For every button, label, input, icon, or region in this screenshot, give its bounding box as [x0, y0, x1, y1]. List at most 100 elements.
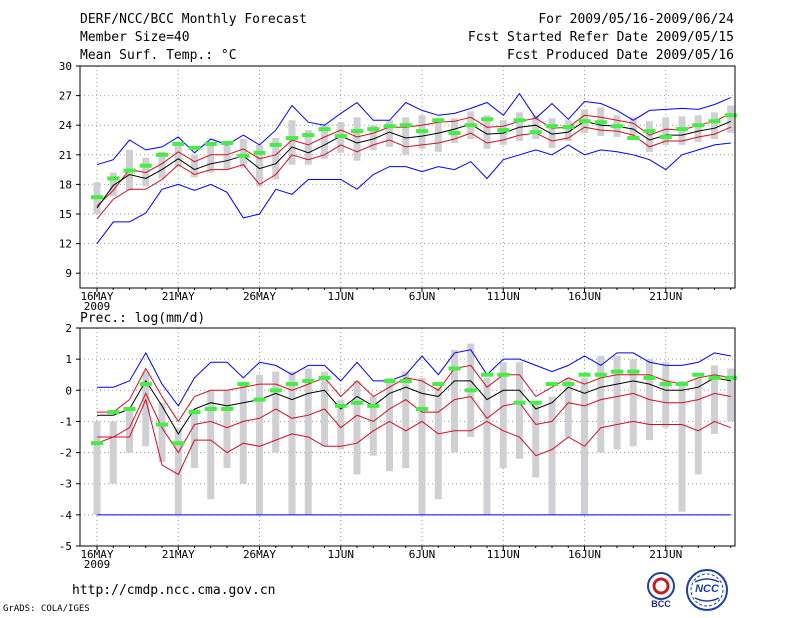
precip-observed-mark	[692, 372, 705, 377]
precip-observed-mark	[91, 441, 103, 446]
temp-observed-mark	[399, 123, 412, 128]
temp-spread-box	[727, 105, 735, 134]
temp-observed-mark	[546, 124, 558, 129]
temp-line-max	[96, 92, 731, 166]
precip-observed-mark	[221, 406, 233, 411]
temp-observed-mark	[221, 140, 233, 145]
precip-y-tick-label: -5	[59, 540, 72, 553]
precip-observed-mark	[351, 400, 363, 405]
precip-observed-mark	[724, 375, 737, 380]
temp-spread-box	[532, 115, 540, 140]
temp-y-tick-label: 21	[59, 149, 72, 162]
temp-observed-mark	[594, 120, 607, 125]
temp-observed-mark	[156, 152, 168, 157]
temp-spread-box	[386, 120, 393, 147]
precip-observed-mark	[383, 378, 396, 383]
temp-observed-mark	[334, 134, 347, 139]
precip-observed-mark	[578, 372, 591, 377]
temp-x-tick-label: 16MAY	[80, 290, 113, 303]
precip-spread-box	[256, 374, 263, 515]
temp-observed-mark	[497, 128, 510, 133]
precip-spread-box	[207, 390, 215, 500]
precip-observed-mark	[643, 375, 656, 380]
precip-spread-box	[386, 377, 393, 472]
temp-y-tick-label: 15	[59, 208, 72, 221]
precip-observed-mark	[123, 406, 136, 411]
precip-spread-box	[191, 408, 198, 469]
temp-x-tick-label: 1JUN	[328, 290, 355, 303]
temp-spread-box	[483, 115, 491, 149]
precip-spread-box	[516, 362, 523, 459]
temp-spread-box	[451, 118, 458, 143]
temp-observed-mark	[708, 119, 721, 124]
precip-spread-box	[337, 399, 345, 450]
temp-observed-mark	[529, 130, 542, 135]
header-right-line-1: For 2009/05/16-2009/06/24	[538, 12, 734, 27]
precip-spread-box	[434, 387, 442, 500]
temp-observed-mark	[383, 124, 396, 129]
temp-spread-box	[207, 144, 215, 173]
grads-credit: GrADS: COLA/IGES	[3, 604, 90, 614]
precip-observed-mark	[334, 403, 347, 408]
temp-spread-box	[402, 117, 410, 155]
temp-spread-box	[304, 130, 312, 165]
temp-observed-mark	[578, 119, 591, 124]
precip-spread-box	[711, 365, 718, 434]
precip-spread-box	[239, 384, 247, 484]
temp-observed-mark	[172, 141, 185, 146]
temp-spread-box	[694, 115, 702, 142]
precip-spread-box	[662, 362, 670, 428]
precip-spread-box	[678, 380, 686, 512]
temp-observed-mark	[253, 150, 266, 155]
temp-line-min	[96, 142, 731, 244]
precip-observed-mark	[497, 372, 510, 377]
temp-y-tick-label: 24	[59, 119, 73, 132]
source-url[interactable]: http://cmdp.ncc.cma.gov.cn	[72, 583, 276, 598]
temp-spread-box	[711, 112, 718, 140]
temp-observed-mark	[659, 135, 672, 140]
precip-observed-mark	[546, 382, 558, 387]
precip-observed-mark	[481, 372, 493, 377]
temp-observed-mark	[302, 133, 315, 138]
temp-year-label: 2009	[84, 300, 111, 313]
temp-spread-box	[239, 139, 247, 168]
precip-observed-mark	[253, 397, 266, 402]
temp-x-tick-label: 6JUN	[409, 290, 436, 303]
temp-y-tick-label: 9	[65, 267, 72, 280]
precip-y-tick-label: 1	[65, 353, 72, 366]
temp-line-lower	[96, 126, 731, 220]
precip-spread-box	[272, 371, 280, 453]
precip-spread-box	[223, 390, 231, 469]
precip-y-tick-label: -2	[59, 447, 72, 460]
precip-observed-mark	[432, 382, 445, 387]
precip-spread-box	[126, 408, 133, 453]
precip-spread-box	[532, 402, 540, 478]
temp-spread-box	[174, 141, 182, 167]
header-right-line-3: Fcst Produced Date 2009/05/16	[507, 48, 734, 63]
temp-spread-box	[646, 121, 653, 152]
precip-observed-mark	[204, 406, 217, 411]
precip-year-label: 2009	[84, 558, 111, 571]
precip-spread-box	[304, 368, 312, 515]
precip-spread-box	[158, 402, 166, 462]
temp-observed-mark	[643, 129, 656, 134]
precip-spread-box	[369, 396, 377, 456]
temp-observed-mark	[464, 123, 477, 128]
precip-x-tick-label: 26MAY	[243, 548, 276, 561]
temp-observed-mark	[432, 118, 445, 123]
precip-observed-mark	[611, 369, 623, 374]
precip-observed-mark	[269, 388, 282, 393]
header-left-line-1: DERF/NCC/BCC Monthly Forecast	[80, 12, 307, 27]
temp-spread-box	[434, 118, 442, 152]
precip-x-tick-label: 1JUN	[328, 548, 355, 561]
temp-line-upper	[96, 112, 732, 207]
temp-observed-mark	[237, 153, 250, 158]
precip-y-tick-label: 0	[65, 384, 72, 397]
precip-observed-mark	[594, 372, 607, 377]
bcc-logo-text: BCC	[651, 599, 671, 609]
precip-y-tick-label: -3	[59, 478, 72, 491]
precip-x-tick-label: 16MAY	[80, 548, 113, 561]
temp-spread-box	[353, 117, 361, 161]
precip-spread-box	[499, 362, 507, 469]
precip-observed-mark	[529, 400, 542, 405]
